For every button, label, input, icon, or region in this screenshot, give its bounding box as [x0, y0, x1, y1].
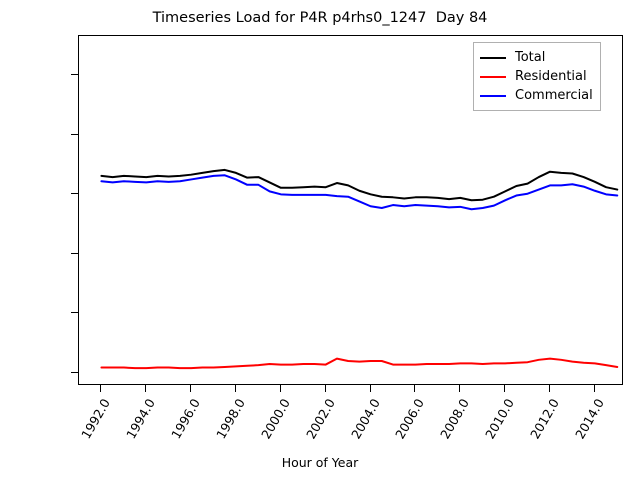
series-line-total: [100, 168, 619, 202]
legend-line-swatch: [480, 56, 506, 59]
x-tick-label: 1998.0: [213, 396, 248, 442]
x-tick-mark: [190, 385, 192, 392]
y-tick-mark: [71, 252, 78, 254]
x-axis-label: Hour of Year: [281, 455, 359, 470]
x-tick-mark: [504, 385, 506, 392]
x-tick-mark: [279, 385, 281, 392]
x-tick-label: 2004.0: [347, 396, 383, 442]
x-tick-label: 2014.0: [571, 396, 607, 442]
x-tick-mark: [414, 385, 416, 392]
x-tick-mark: [593, 385, 595, 392]
y-tick-mark: [71, 74, 78, 76]
x-tick-label: 2002.0: [302, 396, 338, 442]
plot-area: [78, 35, 623, 385]
legend-item-label: Commercial: [515, 88, 593, 103]
y-tick-mark: [71, 133, 78, 135]
x-tick-label: 2000.0: [257, 396, 293, 442]
legend-item-total[interactable]: Total: [480, 48, 593, 67]
series-canvas: [100, 168, 619, 370]
legend-item-residential[interactable]: Residential: [480, 67, 593, 86]
x-tick-mark: [548, 385, 550, 392]
y-tick-mark: [71, 193, 78, 195]
x-tick-label: 1996.0: [168, 396, 204, 442]
x-tick-mark: [100, 385, 102, 392]
x-tick-label: 2008.0: [437, 396, 473, 442]
x-tick-label: 1992.0: [78, 396, 114, 442]
legend-item-label: Total: [515, 50, 546, 65]
series-line-commercial: [100, 174, 619, 211]
chart-legend: Total Residential Commercial: [473, 42, 601, 111]
x-tick-mark: [369, 385, 371, 392]
x-tick-mark: [145, 385, 147, 392]
x-tick-mark: [459, 385, 461, 392]
x-tick-mark: [234, 385, 236, 392]
x-tick-label: 2010.0: [482, 396, 518, 442]
page-title: Timeseries Load for P4R p4rhs0_1247 Day …: [152, 10, 488, 26]
x-tick-label: 2012.0: [527, 396, 562, 442]
legend-line-swatch: [480, 75, 506, 78]
series-line-residential: [100, 357, 619, 370]
legend-line-swatch: [480, 94, 506, 97]
y-tick-mark: [71, 371, 78, 373]
legend-item-label: Residential: [515, 69, 587, 84]
x-tick-mark: [324, 385, 326, 392]
y-tick-mark: [71, 312, 78, 314]
legend-item-commercial[interactable]: Commercial: [480, 86, 593, 105]
x-tick-label: 2006.0: [392, 396, 428, 442]
x-tick-label: 1994.0: [123, 396, 159, 442]
